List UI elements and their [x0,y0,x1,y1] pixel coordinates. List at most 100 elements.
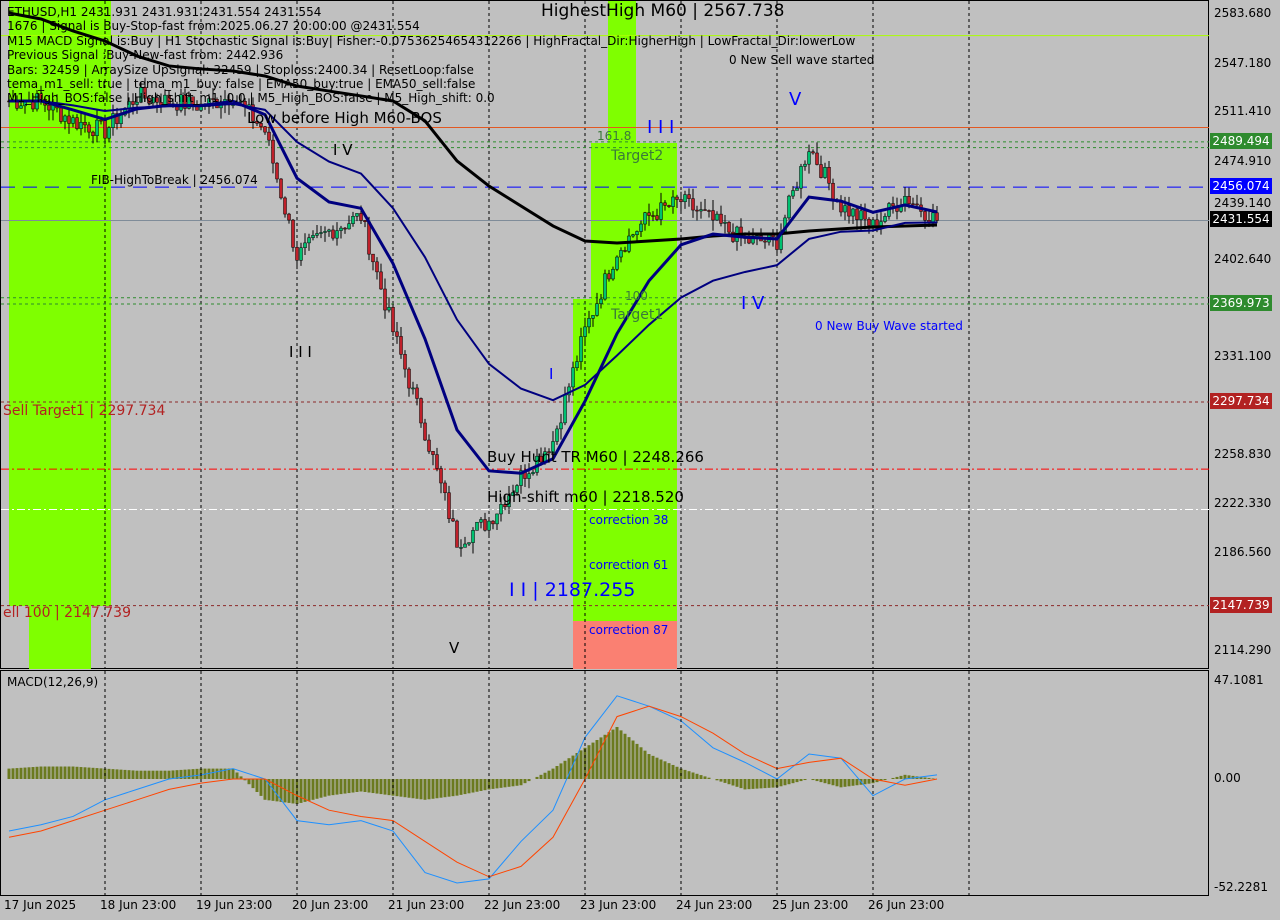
candle-bear [415,387,419,399]
macd-histogram-bar [379,779,383,795]
candle-bull [635,231,639,235]
target1-label: Target1 [611,307,664,323]
macd-histogram-bar [499,779,503,788]
candle-bear [259,123,263,127]
macd-histogram-bar [383,779,387,795]
candle-bull [587,318,591,328]
price-tick-label: 2331.100 [1214,348,1272,363]
macd-histogram-bar [687,771,691,779]
macd-histogram-bar [387,779,391,796]
macd-histogram-bar [351,779,355,793]
candle-bear [423,422,427,441]
macd-histogram-bar [811,779,815,781]
candle-bull [555,428,559,442]
candle-bear [491,520,495,525]
macd-histogram-bar [243,779,247,781]
price-tag: 2456.074 [1210,178,1272,195]
macd-histogram-bar [235,772,239,779]
macd-histogram-bar [55,766,59,779]
signal-line: 1676 | Signal is Buy-Stop-fast from:2025… [7,19,420,34]
macd-histogram-bar [403,779,407,798]
candle-bear [83,122,87,126]
macd-histogram-bar [175,770,179,779]
time-tick-label: 22 Jun 23:00 [484,898,561,912]
candle-bear [383,288,387,311]
fib-100-label: 100 [625,289,648,303]
macd-histogram-bar [431,779,435,799]
macd-histogram-bar [239,776,243,779]
macd-histogram-bar [91,767,95,779]
candle-bear [483,519,487,531]
candle-bull [683,194,687,203]
macd-histogram-bar [415,779,419,799]
candle-bull [347,223,351,230]
macd-histogram-bar [363,779,367,793]
macd-tick-label: -52.2281 [1214,880,1268,894]
price-tick-label: 2511.410 [1214,104,1272,119]
candle-bull [571,367,575,388]
macd-histogram-bar [819,779,823,783]
macd-histogram-bar [315,779,319,799]
macd-histogram-bar [731,779,735,786]
macd-histogram-bar [459,779,463,795]
candle-bear [547,451,551,454]
candle-bear [431,451,435,455]
time-tick-label: 24 Jun 23:00 [676,898,753,912]
candle-bull [339,227,343,231]
candle-bear [911,203,915,206]
macd-histogram-bar [347,779,351,794]
candle-bull [643,212,647,225]
macd-histogram-bar [619,730,623,779]
macd-histogram-bar [119,769,123,779]
candle-bear [827,167,831,184]
macd-histogram-bar [131,770,135,779]
candle-bear [687,194,691,199]
macd-histogram-bar [927,777,931,779]
candle-bear [359,213,363,221]
candle-bull [187,96,191,109]
macd-histogram-bar [759,779,763,789]
candle-bull [327,229,331,232]
macd-histogram-bar [283,779,287,803]
candle-bear [295,247,299,261]
price-chart[interactable]: ETHUSD,H1 2431.931 2431.931 2431.554 243… [0,0,1209,669]
macd-histogram-bar [87,767,91,779]
macd-histogram-bar [291,779,295,804]
candle-bull [519,470,523,486]
candle-bear [255,120,259,124]
candle-bull [315,233,319,236]
candle-bull [619,250,623,258]
candle-bull [515,485,519,493]
macd-histogram-bar [907,775,911,779]
candle-bear [711,210,715,221]
macd-panel[interactable]: MACD(12,26,9) [0,670,1209,897]
candle-bear [427,439,431,452]
candle-bear [287,213,291,221]
candle-bear [155,97,159,103]
candle-bear [891,203,895,207]
candle-bull [591,315,595,319]
macd-histogram-bar [507,779,511,787]
macd-histogram-bar [223,768,227,779]
macd-histogram-bar [39,766,43,779]
macd-histogram-bar [851,779,855,786]
correction-87-label: correction 87 [589,623,669,637]
candle-bear [831,182,835,201]
macd-histogram-bar [423,779,427,800]
candle-bear [363,220,367,222]
candle-bear [707,210,711,212]
macd-histogram-bar [159,770,163,779]
macd-histogram-bar [931,778,935,779]
macd-histogram-bar [843,779,847,787]
macd-histogram-bar [275,779,279,802]
macd-histogram-bar [503,779,507,788]
candle-bear [455,520,459,548]
candle-bear [275,162,279,180]
candle-bear [183,94,187,109]
time-tick-label: 20 Jun 23:00 [292,898,369,912]
macd-histogram-bar [607,732,611,779]
macd-histogram-bar [783,779,787,786]
candle-bear [439,468,443,484]
candle-bear [143,87,147,99]
macd-histogram-bar [99,768,103,779]
